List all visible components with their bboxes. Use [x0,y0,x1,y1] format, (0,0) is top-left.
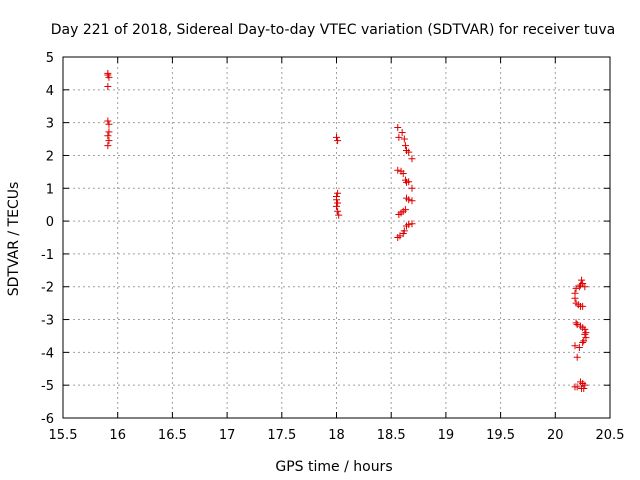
data-point [571,294,579,302]
x-tick-label: 18 [328,428,345,443]
x-tick-label: 19.5 [486,428,515,443]
data-point [395,133,403,141]
data-point [405,178,413,186]
data-point [333,133,340,141]
y-tick-label: -4 [41,346,54,361]
y-axis-label: SDTVAR / TECUs [6,182,22,297]
x-tick-label: 16.5 [158,428,187,443]
data-point [398,128,406,136]
data-point [573,353,581,361]
data-point [105,73,113,81]
x-tick-label: 15.5 [49,428,78,443]
data-point [408,197,416,205]
data-point [394,166,402,174]
plot-frame [62,56,611,419]
data-point [334,207,342,215]
x-tick-label: 17 [219,428,236,443]
data-point [581,330,589,338]
data-point [405,148,413,156]
y-tick-label: 2 [46,149,54,164]
data-point [394,124,402,132]
data-point [399,170,407,178]
chart-title: Day 221 of 2018, Sidereal Day-to-day VTE… [51,22,615,38]
data-point [104,83,112,91]
data-point [575,343,583,351]
data-point [572,284,580,292]
data-point [333,202,340,210]
data-point [334,199,342,207]
x-tick-label: 18.5 [377,428,406,443]
data-point [405,196,413,204]
data-point [335,211,343,219]
data-point [105,120,113,128]
data-point [105,128,113,136]
y-tick-label: 3 [46,117,54,132]
data-point [401,206,409,214]
data-point [576,281,584,289]
data-point [400,135,408,143]
data-point [579,302,587,310]
y-tick-label: 5 [46,51,54,66]
y-tick-label: 1 [46,182,54,197]
data-point [571,342,579,350]
y-tick-label: -2 [41,281,54,296]
x-tick-label: 16 [109,428,126,443]
data-point [408,220,416,228]
data-point [580,337,588,345]
data-point [104,132,112,140]
x-tick-label: 20.5 [596,428,625,443]
x-tick-label: 19 [438,428,455,443]
axis-ticks: 15.5 16 16.5 17 17.5 18 18.5 19 19.5 20 20.5 5 4 3 2 1 0… [41,51,624,443]
data-point [104,117,112,125]
grid-lines [63,57,610,418]
data-point [573,320,581,328]
data-point [579,339,587,347]
data-point [401,142,409,150]
data-point [104,142,112,150]
x-tick-label: 17.5 [267,428,296,443]
data-point [333,196,340,204]
y-tick-label: 0 [46,215,54,230]
data-point [581,381,589,389]
x-axis-label: GPS time / hours [275,459,392,475]
data-point [408,184,416,192]
data-point [408,155,416,163]
data-points [104,69,590,392]
data-point [105,137,113,145]
y-tick-label: -6 [41,412,54,427]
data-point [571,383,579,391]
y-tick-label: 4 [46,84,54,99]
y-tick-label: -5 [41,379,54,394]
data-point [580,384,588,392]
data-point [572,319,580,327]
data-point [334,137,342,145]
data-point [405,220,413,228]
data-point [394,234,402,241]
data-point [578,276,586,284]
data-point [334,189,342,197]
y-tick-label: -3 [41,314,54,329]
x-tick-label: 20 [547,428,564,443]
y-tick-label: -1 [41,248,54,263]
data-point [575,283,583,291]
